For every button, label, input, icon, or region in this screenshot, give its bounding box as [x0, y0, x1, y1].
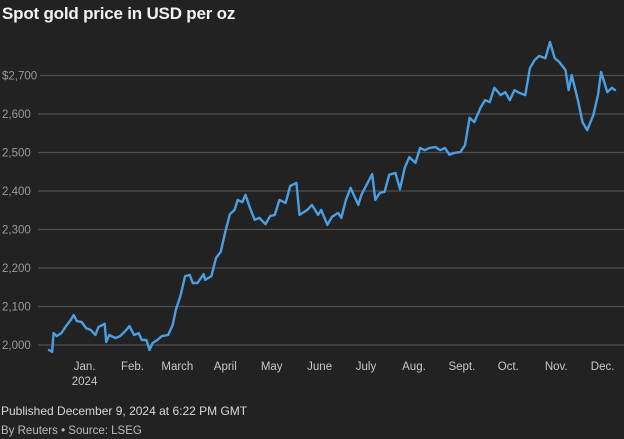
x-tick-label: Sept.	[448, 361, 475, 373]
x-tick-label: May	[261, 361, 283, 373]
x-tick-label: April	[214, 361, 237, 373]
series-layer	[47, 40, 617, 354]
y-axis-ticks: 2,000 2,100 2,200 2,300 2,400 2,500 2,600 $2,70…	[2, 71, 37, 353]
x-tick-label: June	[307, 361, 332, 373]
y-tick-label: 2,400	[2, 186, 31, 198]
x-tick-label: Dec.	[591, 361, 615, 373]
x-tick-label: Nov.	[545, 361, 568, 373]
gridlines	[38, 74, 624, 346]
x-axis-ticks: Jan. 2024 Feb. March April May June July Aug. Sep…	[72, 361, 615, 388]
x-tick-label: July	[356, 361, 377, 373]
y-tick-label: 2,200	[2, 263, 31, 275]
y-tick-label: $2,700	[2, 71, 37, 83]
source-credit: By Reuters • Source: LSEG	[1, 425, 142, 437]
x-tick-label: Aug.	[402, 361, 426, 373]
y-tick-label: 2,600	[2, 109, 31, 121]
x-tick-sublabel: 2024	[72, 376, 98, 388]
published-timestamp: Published December 9, 2024 at 6:22 PM GM…	[1, 404, 248, 418]
y-tick-label: 2,000	[2, 340, 31, 352]
x-tick-label: Oct.	[498, 361, 519, 373]
x-tick-label: Jan.	[74, 361, 96, 373]
chart-title: Spot gold price in USD per oz	[2, 4, 236, 23]
y-tick-label: 2,100	[2, 302, 31, 314]
y-tick-label: 2,500	[2, 148, 31, 160]
line-chart: 2,000 2,100 2,200 2,300 2,400 2,500 2,600 $2,70…	[2, 40, 624, 388]
x-tick-label: Feb.	[121, 361, 144, 373]
gold-price-line	[47, 40, 617, 354]
y-tick-label: 2,300	[2, 225, 31, 237]
x-tick-label: March	[161, 361, 193, 373]
